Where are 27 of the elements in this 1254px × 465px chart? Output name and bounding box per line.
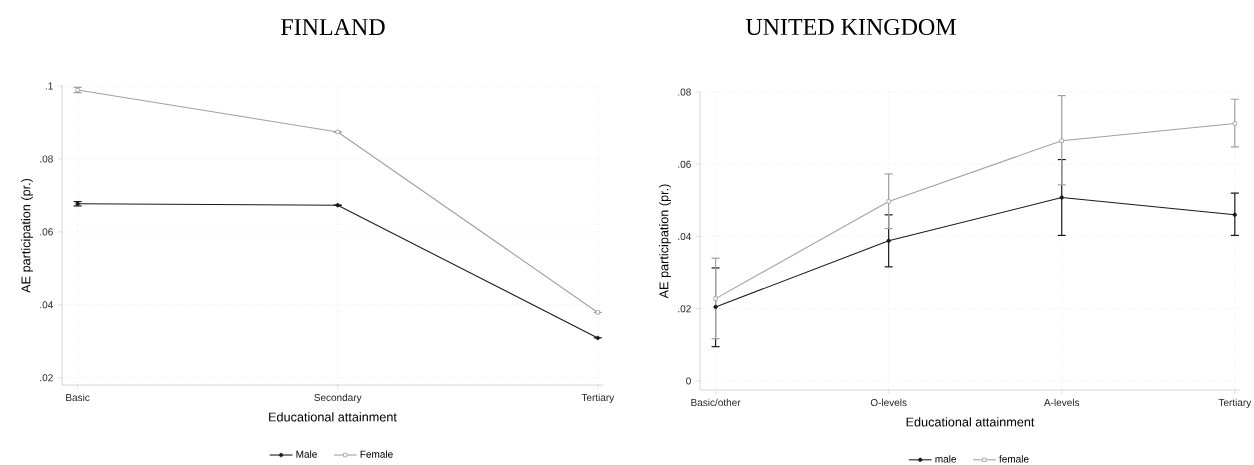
y-tick-label: .02 bbox=[40, 374, 53, 382]
chart-title: FINLAND bbox=[281, 19, 385, 35]
y-tick-label: .04 bbox=[40, 301, 53, 309]
x-tick-label: Tertiary bbox=[1218, 398, 1252, 409]
y-tick-label: .02 bbox=[678, 305, 691, 313]
legend-label: male bbox=[935, 455, 957, 463]
y-tick-label: .08 bbox=[40, 155, 53, 163]
y-axis-title: AE participation (pr.) bbox=[659, 184, 671, 299]
x-tick-label: Secondary bbox=[314, 393, 362, 404]
x-axis-title: Educational attainment bbox=[906, 417, 1035, 427]
y-tick-label: .04 bbox=[678, 232, 691, 241]
chart-title: UNITED KINGDOM bbox=[745, 18, 956, 36]
y-tick-label: .08 bbox=[678, 88, 691, 96]
y-axis-title: AE participation (pr.) bbox=[21, 178, 33, 293]
x-axis-title: Educational attainment bbox=[269, 412, 397, 422]
legend-label: female bbox=[999, 455, 1029, 463]
y-tick-label: .06 bbox=[678, 160, 691, 168]
x-tick-label: Basic bbox=[66, 393, 90, 402]
y-tick-label: .1 bbox=[45, 82, 53, 90]
y-tick-label: .06 bbox=[40, 228, 53, 236]
y-tick-label: 0 bbox=[686, 377, 691, 385]
x-tick-label: A-levels bbox=[1043, 398, 1080, 407]
x-tick-label: O-levels bbox=[870, 398, 907, 407]
legend-label: Male bbox=[296, 450, 317, 458]
x-tick-label: Basic/other bbox=[691, 398, 741, 407]
x-tick-label: Tertiary bbox=[581, 393, 615, 404]
legend-label: Female bbox=[360, 450, 393, 458]
